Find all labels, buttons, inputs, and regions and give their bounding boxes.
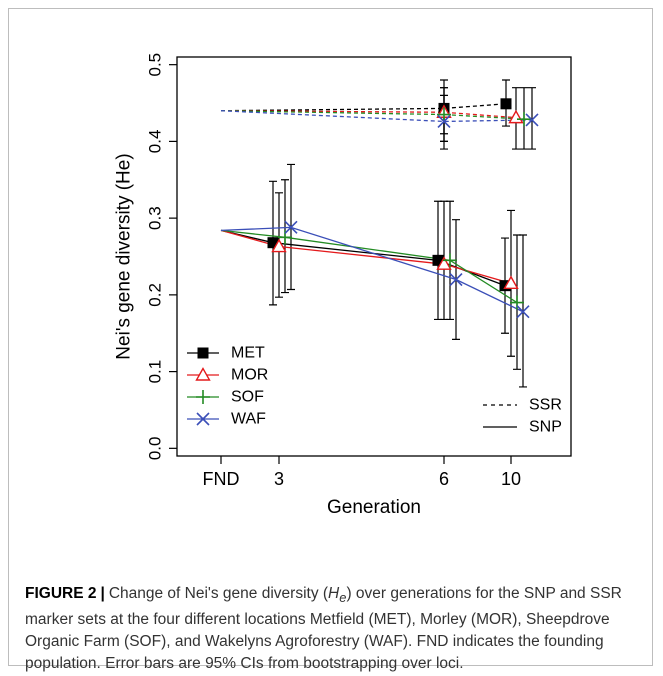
x-tick-label: 10 (501, 469, 521, 489)
series-line-waf-ssr (220, 110, 533, 123)
legend-label-ssr: SSR (529, 397, 562, 414)
x-tick-label: 6 (439, 469, 449, 489)
marker-mor-snp-10 (503, 275, 519, 290)
caption-text-2: ) over generations for the SNP and SSR m… (25, 585, 622, 673)
y-tick-label: 0.0 (146, 437, 165, 461)
marker-met-ssr-10 (500, 98, 512, 110)
legend-label-met: MET (231, 345, 265, 362)
y-axis-label: Nei's gene diversity (He) (114, 153, 135, 359)
marker-waf-snp-3 (284, 220, 298, 234)
figure-frame: 0.0 0.1 0.2 0.3 0.4 0.5 Nei's gene diversity (… (8, 8, 653, 672)
legend-label-mor: MOR (231, 367, 268, 384)
legend-marker-met (197, 347, 209, 359)
caption-text-1: Change of Nei's gene diversity ( (108, 585, 329, 602)
series-line-sof-snp (220, 229, 518, 304)
caption-label: FIGURE 2 (25, 585, 97, 602)
series-line-met-snp (220, 229, 506, 287)
y-tick-label: 0.2 (146, 283, 165, 307)
y-tick-label: 0.5 (146, 53, 165, 77)
gene-diversity-chart: 0.0 0.1 0.2 0.3 0.4 0.5 Nei's gene diversity (… (114, 53, 572, 518)
caption-symbol: H (328, 585, 340, 602)
series-line-met-ssr (220, 103, 507, 112)
x-axis-label: Generation (327, 497, 421, 518)
y-tick-label: 0.4 (146, 130, 165, 154)
y-tick-label: 0.1 (146, 360, 165, 384)
marker-waf-snp-10 (516, 305, 530, 319)
series-markers (267, 98, 539, 319)
marker-mor-snp-6 (436, 256, 452, 270)
axes: 0.0 0.1 0.2 0.3 0.4 0.5 Nei's gene diversity (… (114, 53, 572, 518)
marker-waf-snp-6 (449, 272, 463, 287)
series-line-sof-ssr (220, 110, 525, 120)
marker-waf-ssr-6 (437, 114, 451, 129)
plot-box (176, 56, 572, 457)
marker-sof-snp-10 (510, 295, 524, 310)
caption-symbol-sub: e (339, 590, 347, 606)
legend-marker-mor (195, 367, 211, 381)
marker-sof-ssr-6 (437, 107, 451, 122)
error-bar-waf-ssr-10 (528, 87, 536, 150)
legend-label-waf: WAF (231, 411, 266, 428)
legend-marker-sof (196, 390, 210, 404)
legend-marker-waf (196, 412, 210, 426)
marker-sof-ssr-10 (517, 112, 531, 127)
legend-label-snp: SNP (529, 419, 562, 436)
series-line-mor-snp (220, 229, 512, 284)
marker-waf-ssr-10 (525, 113, 539, 127)
y-tick-label: 0.3 (146, 206, 165, 230)
marker-sof-snp-6 (443, 253, 457, 268)
x-tick-label: FND (203, 469, 240, 489)
series-lines (220, 103, 533, 313)
series-line-waf-snp (220, 226, 524, 313)
marker-mor-snp-3 (271, 238, 287, 253)
legend-label-sof: SOF (231, 389, 264, 406)
figure-caption: FIGURE 2 | Change of Nei's gene diversity … (25, 583, 645, 675)
legend: MET MOR SOF WAF SSR SNP (187, 345, 562, 436)
caption-separator: | (100, 585, 105, 602)
x-tick-label: 3 (274, 469, 284, 489)
